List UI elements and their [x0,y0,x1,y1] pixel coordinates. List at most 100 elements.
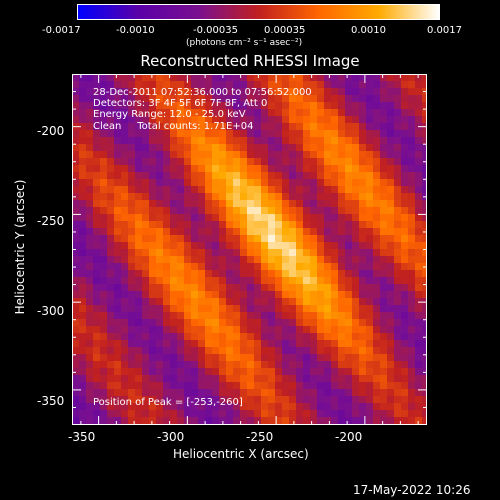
heatmap-cell [247,305,255,313]
heatmap-cell [205,389,213,397]
heatmap-cell [142,270,150,278]
heatmap-cell [268,319,276,327]
heatmap-cell [135,298,143,306]
heatmap-cell [408,417,416,425]
heatmap-cell [289,347,297,355]
heatmap-cell [310,270,318,278]
heatmap-cell [359,158,367,166]
heatmap-cell [324,270,332,278]
heatmap-cell [191,165,199,173]
heatmap-cell [247,200,255,208]
heatmap-cell [324,172,332,180]
heatmap-cell [359,116,367,124]
heatmap-cell [100,249,108,257]
heatmap-cell [79,263,87,271]
heatmap-cell [233,235,241,243]
heatmap-cell [247,403,255,411]
heatmap-cell [226,228,234,236]
heatmap-cell [261,368,269,376]
heatmap-cell [415,333,423,341]
heatmap-cell [163,81,171,89]
heatmap-cell [268,88,276,96]
heatmap-cell [359,354,367,362]
heatmap-cell [226,235,234,243]
heatmap-cell [415,228,423,236]
heatmap-cell [275,123,283,131]
heatmap-cell [121,396,129,404]
heatmap-cell [135,347,143,355]
heatmap-cell [387,144,395,152]
heatmap-cell [422,130,427,138]
heatmap-cell [366,81,374,89]
heatmap-cell [303,368,311,376]
heatmap-cell [198,193,206,201]
heatmap-cell [296,179,304,187]
heatmap-cell [317,361,325,369]
heatmap-cell [303,130,311,138]
heatmap-image [72,74,427,425]
heatmap-cell [408,228,416,236]
heatmap-cell [156,144,164,152]
heatmap-cell [170,354,178,362]
heatmap-cell [268,144,276,152]
heatmap-cell [338,417,346,425]
heatmap-cell [93,347,101,355]
heatmap-cell [345,179,353,187]
heatmap-cell [121,312,129,320]
heatmap-cell [121,102,129,110]
heatmap-cell [408,144,416,152]
heatmap-cell [289,116,297,124]
heatmap-cell [184,256,192,264]
heatmap-cell [359,88,367,96]
heatmap-cell [345,81,353,89]
heatmap-cell [177,207,185,215]
heatmap-cell [331,305,339,313]
heatmap-cell [142,74,150,82]
heatmap-cell [338,410,346,418]
heatmap-cell [415,130,423,138]
heatmap-cell [254,165,262,173]
heatmap-cell [156,123,164,131]
heatmap-cell [345,368,353,376]
heatmap-cell [191,277,199,285]
heatmap-cell [219,242,227,250]
heatmap-cell [289,109,297,117]
heatmap-cell [114,116,122,124]
heatmap-cell [226,396,234,404]
heatmap-cell [107,396,115,404]
heatmap-cell [324,151,332,159]
heatmap-cell [380,235,388,243]
heatmap-cell [387,207,395,215]
y-tick-label: -200 [37,124,65,138]
heatmap-cell [408,81,416,89]
heatmap-cell [100,207,108,215]
heatmap-cell [296,130,304,138]
heatmap-cell [408,137,416,145]
heatmap-cell [142,375,150,383]
heatmap-cell [366,74,374,82]
heatmap-cell [254,375,262,383]
heatmap-cell [184,410,192,418]
heatmap-cell [72,102,80,110]
heatmap-cell [86,270,94,278]
heatmap-cell [422,284,427,292]
heatmap-cell [310,81,318,89]
heatmap-cell [275,319,283,327]
heatmap-cell [310,116,318,124]
heatmap-cell [233,340,241,348]
heatmap-cell [317,263,325,271]
heatmap-cell [184,291,192,299]
heatmap-cell [198,109,206,117]
heatmap-cell [107,375,115,383]
heatmap-cell [240,361,248,369]
heatmap-cell [261,74,269,82]
heatmap-cell [303,200,311,208]
heatmap-cell [128,256,136,264]
heatmap-cell [128,235,136,243]
heatmap-cell [324,256,332,264]
heatmap-cell [296,158,304,166]
heatmap-cell [72,403,80,411]
heatmap-cell [394,144,402,152]
heatmap-cell [408,186,416,194]
heatmap-cell [296,81,304,89]
